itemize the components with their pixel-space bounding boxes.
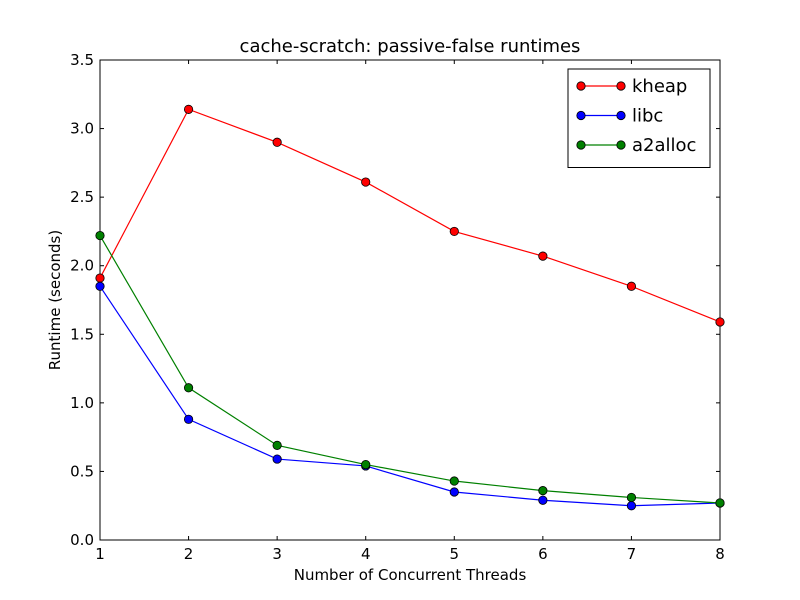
data-point-libc	[95, 281, 105, 291]
data-point-a2alloc	[361, 459, 371, 470]
x-tick-label: 1	[95, 545, 105, 563]
legend-label-a2alloc: a2alloc	[632, 135, 696, 156]
y-tick-label: 0.5	[70, 462, 94, 480]
data-point-kheap	[272, 137, 282, 147]
data-point-libc	[449, 487, 459, 497]
legend-label-libc: libc	[632, 106, 663, 127]
y-tick-label: 1.0	[70, 394, 94, 412]
data-point-a2alloc	[272, 440, 282, 450]
y-axis-label: Runtime (seconds)	[46, 230, 64, 370]
legend-marker-kheap	[576, 81, 586, 91]
data-point-kheap	[361, 177, 371, 187]
data-point-libc	[183, 414, 194, 424]
legend-label-kheap: kheap	[632, 76, 687, 97]
series-line-a2alloc	[99, 235, 721, 504]
legend: kheap libc a2alloc	[567, 68, 711, 168]
y-tick-label: 1.5	[70, 325, 94, 343]
x-tick-label: 3	[272, 545, 282, 563]
data-point-kheap	[626, 281, 637, 291]
x-tick-label: 8	[715, 545, 725, 563]
data-point-libc	[538, 495, 548, 505]
x-tick-label: 4	[361, 545, 371, 563]
data-point-a2alloc	[626, 492, 637, 503]
series-line-libc	[99, 285, 721, 507]
legend-marker-kheap	[616, 81, 626, 91]
data-point-libc	[272, 454, 282, 464]
x-tick-label: 6	[538, 545, 548, 563]
data-point-a2alloc	[538, 486, 548, 496]
data-point-kheap	[449, 226, 459, 237]
legend-marker-a2alloc	[576, 140, 586, 150]
y-tick-label: 3.0	[70, 120, 94, 138]
y-tick-label: 2.0	[70, 257, 94, 275]
series-line-kheap	[99, 108, 721, 323]
y-tick-label: 0.0	[70, 531, 94, 549]
y-tick-label: 2.5	[70, 188, 94, 206]
data-point-a2alloc	[183, 383, 194, 393]
chart-title: cache-scratch: passive-false runtimes	[240, 36, 581, 57]
data-point-a2alloc	[95, 230, 105, 241]
legend-marker-libc	[616, 110, 626, 121]
x-tick-label: 2	[184, 545, 194, 563]
y-tick-label: 3.5	[70, 51, 94, 69]
legend-marker-a2alloc	[616, 140, 626, 150]
x-tick-label: 5	[450, 545, 460, 563]
data-point-kheap	[95, 273, 105, 283]
data-point-kheap	[183, 104, 194, 114]
x-tick-label: 7	[627, 545, 637, 563]
legend-marker-libc	[576, 110, 586, 121]
data-point-kheap	[715, 317, 725, 327]
data-point-libc	[626, 501, 637, 511]
data-point-a2alloc	[449, 476, 459, 486]
data-point-kheap	[538, 251, 548, 261]
x-axis-label: Number of Concurrent Threads	[294, 566, 527, 584]
data-point-a2alloc	[715, 498, 725, 508]
